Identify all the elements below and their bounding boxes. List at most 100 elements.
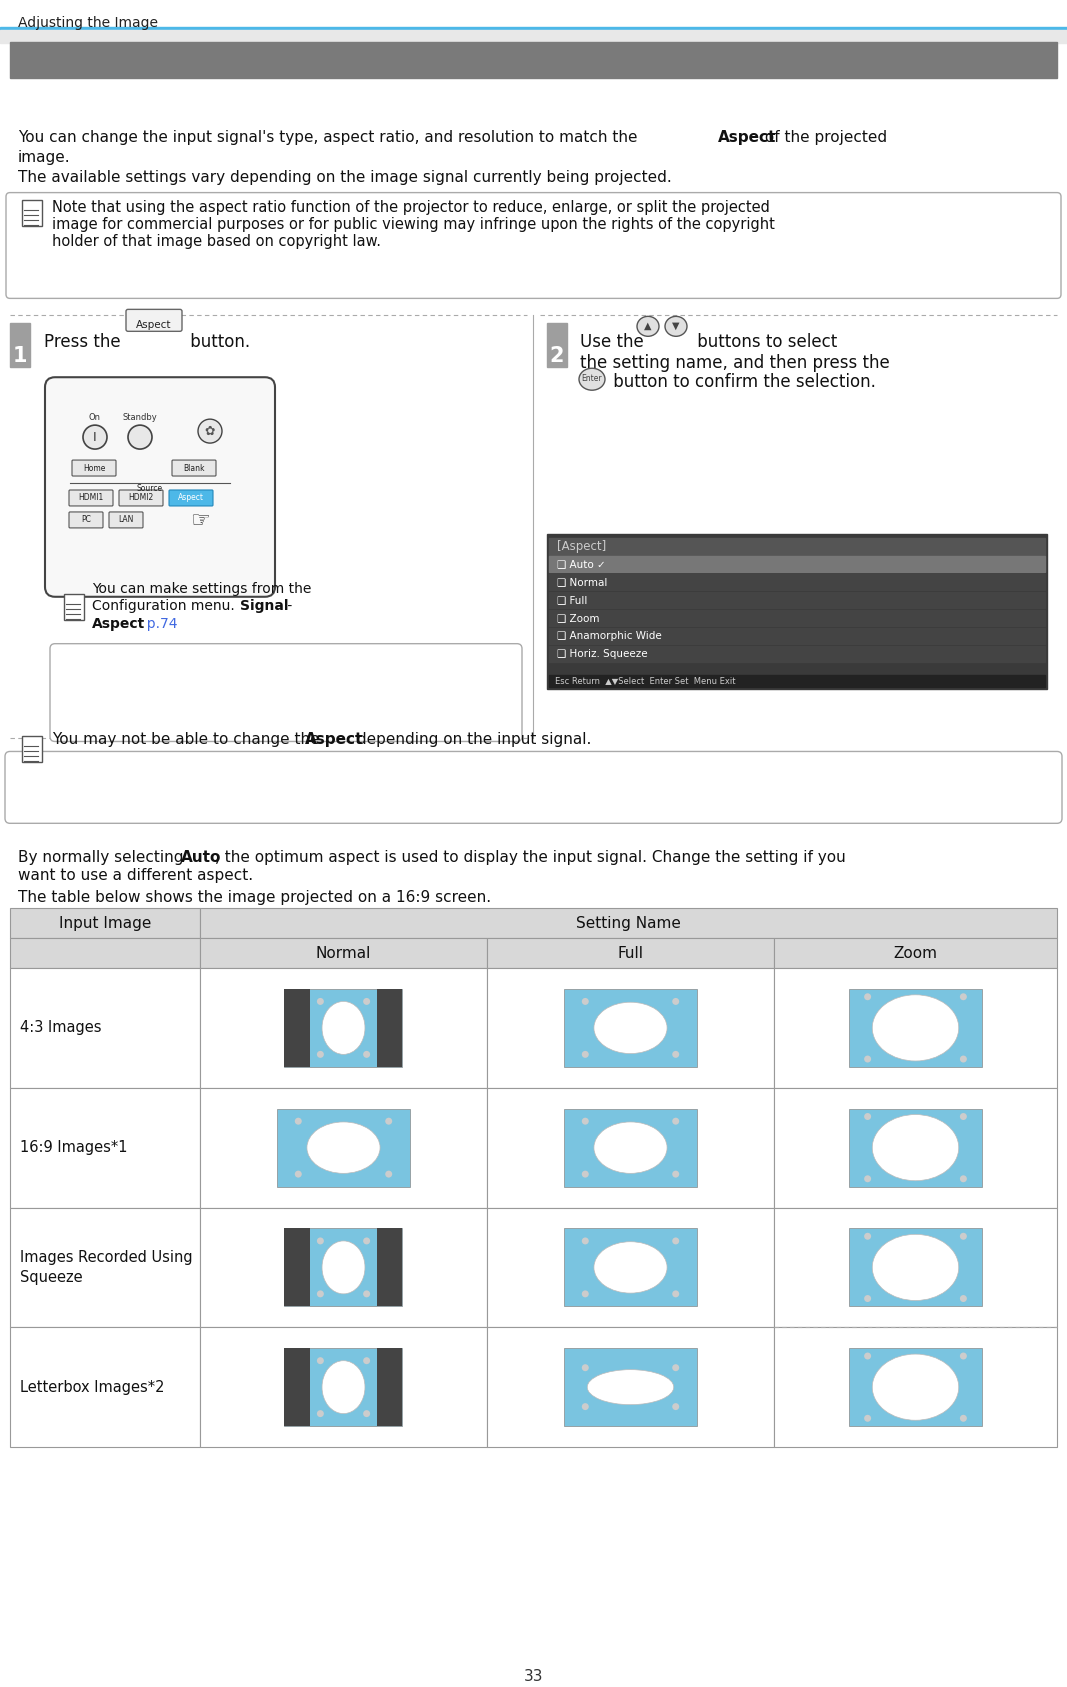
Text: ▲: ▲ <box>644 321 652 331</box>
Ellipse shape <box>672 1291 680 1297</box>
Text: Aspect: Aspect <box>137 321 172 331</box>
Bar <box>285 1228 310 1306</box>
Text: ❑ Full: ❑ Full <box>557 596 587 604</box>
Text: HDMI2: HDMI2 <box>128 494 154 503</box>
FancyBboxPatch shape <box>69 511 103 528</box>
Ellipse shape <box>579 368 605 390</box>
Bar <box>849 989 982 1066</box>
Ellipse shape <box>317 999 324 1005</box>
Ellipse shape <box>864 1296 871 1302</box>
Ellipse shape <box>307 1122 380 1174</box>
FancyBboxPatch shape <box>5 751 1062 823</box>
Ellipse shape <box>582 1171 589 1178</box>
Ellipse shape <box>385 1171 393 1178</box>
Text: Full: Full <box>618 945 643 960</box>
Bar <box>487 1088 774 1208</box>
Ellipse shape <box>960 994 967 1000</box>
Text: Esc Return  ▲▼Select  Enter Set  Menu Exit: Esc Return ▲▼Select Enter Set Menu Exit <box>555 676 735 685</box>
Bar <box>10 968 200 1088</box>
Bar <box>550 538 1045 555</box>
Ellipse shape <box>198 418 222 444</box>
Bar <box>550 646 1045 661</box>
Ellipse shape <box>594 1242 667 1294</box>
Bar <box>285 1228 402 1306</box>
Bar <box>0 30 1067 42</box>
Bar <box>22 199 42 226</box>
Text: Note that using the aspect ratio function of the projector to reduce, enlarge, o: Note that using the aspect ratio functio… <box>52 199 775 250</box>
Text: You can change the input signal's type, aspect ratio, and resolution to match th: You can change the input signal's type, … <box>18 130 642 145</box>
Text: Switching the Screen Between Full and Zoom (Aspect): Switching the Screen Between Full and Zo… <box>22 86 511 105</box>
Ellipse shape <box>864 1353 871 1360</box>
Text: depending on the input signal.: depending on the input signal. <box>352 732 591 747</box>
Text: Aspect: Aspect <box>305 732 364 747</box>
Ellipse shape <box>363 1238 370 1245</box>
Text: Standby: Standby <box>123 413 157 422</box>
Ellipse shape <box>864 1415 871 1422</box>
Bar <box>564 989 697 1066</box>
Bar <box>22 737 42 763</box>
Text: Auto: Auto <box>181 850 221 865</box>
Ellipse shape <box>317 1238 324 1245</box>
Text: 16:9 Images*1: 16:9 Images*1 <box>20 1140 127 1156</box>
Bar <box>487 1328 774 1447</box>
Bar <box>0 27 1067 30</box>
Text: button.: button. <box>185 334 250 351</box>
Bar <box>564 1348 697 1426</box>
Bar <box>550 574 1045 590</box>
Bar <box>10 42 1057 78</box>
Text: Setting Name: Setting Name <box>576 916 681 931</box>
Ellipse shape <box>385 1118 393 1125</box>
Bar <box>285 989 310 1066</box>
Text: Input Image: Input Image <box>59 916 152 931</box>
Text: 1: 1 <box>13 346 28 366</box>
Text: buttons to select: buttons to select <box>692 334 838 351</box>
Bar <box>10 1328 200 1447</box>
Ellipse shape <box>317 1410 324 1417</box>
Text: -: - <box>283 599 292 612</box>
Bar <box>285 1348 310 1426</box>
Bar <box>10 938 200 968</box>
Text: Zoom: Zoom <box>893 945 938 960</box>
Bar <box>200 908 1057 938</box>
Bar <box>10 324 30 368</box>
Ellipse shape <box>582 1238 589 1245</box>
Text: image.: image. <box>18 150 70 165</box>
Ellipse shape <box>637 317 659 336</box>
Bar <box>550 628 1045 644</box>
Bar <box>377 1348 402 1426</box>
Text: 33: 33 <box>524 1668 543 1684</box>
Text: You can make settings from the: You can make settings from the <box>92 582 312 596</box>
Text: ▼: ▼ <box>672 321 680 331</box>
Bar <box>200 1208 487 1328</box>
Ellipse shape <box>672 999 680 1005</box>
Bar <box>550 675 1045 687</box>
Text: ❑ Zoom: ❑ Zoom <box>557 612 600 623</box>
Text: The table below shows the image projected on a 16:9 screen.: The table below shows the image projecte… <box>18 891 491 906</box>
Ellipse shape <box>587 1370 673 1405</box>
Bar <box>487 1208 774 1328</box>
Ellipse shape <box>864 1176 871 1183</box>
Ellipse shape <box>363 1358 370 1365</box>
Text: Home: Home <box>83 464 106 472</box>
Ellipse shape <box>873 1115 959 1181</box>
FancyBboxPatch shape <box>50 644 522 742</box>
Ellipse shape <box>322 1002 365 1054</box>
Text: 2: 2 <box>550 346 564 366</box>
FancyBboxPatch shape <box>126 309 182 331</box>
Text: [Aspect]: [Aspect] <box>557 540 606 553</box>
Ellipse shape <box>363 999 370 1005</box>
Ellipse shape <box>864 994 871 1000</box>
Bar <box>550 609 1045 626</box>
Text: p.74: p.74 <box>138 617 177 631</box>
Bar <box>10 1208 200 1328</box>
Text: want to use a different aspect.: want to use a different aspect. <box>18 869 253 884</box>
Ellipse shape <box>317 1291 324 1297</box>
Ellipse shape <box>594 1122 667 1174</box>
Ellipse shape <box>582 1291 589 1297</box>
Ellipse shape <box>873 995 959 1061</box>
Ellipse shape <box>873 1355 959 1420</box>
Bar <box>200 1328 487 1447</box>
Ellipse shape <box>672 1365 680 1372</box>
FancyBboxPatch shape <box>71 461 116 476</box>
Text: The available settings vary depending on the image signal currently being projec: The available settings vary depending on… <box>18 170 672 184</box>
